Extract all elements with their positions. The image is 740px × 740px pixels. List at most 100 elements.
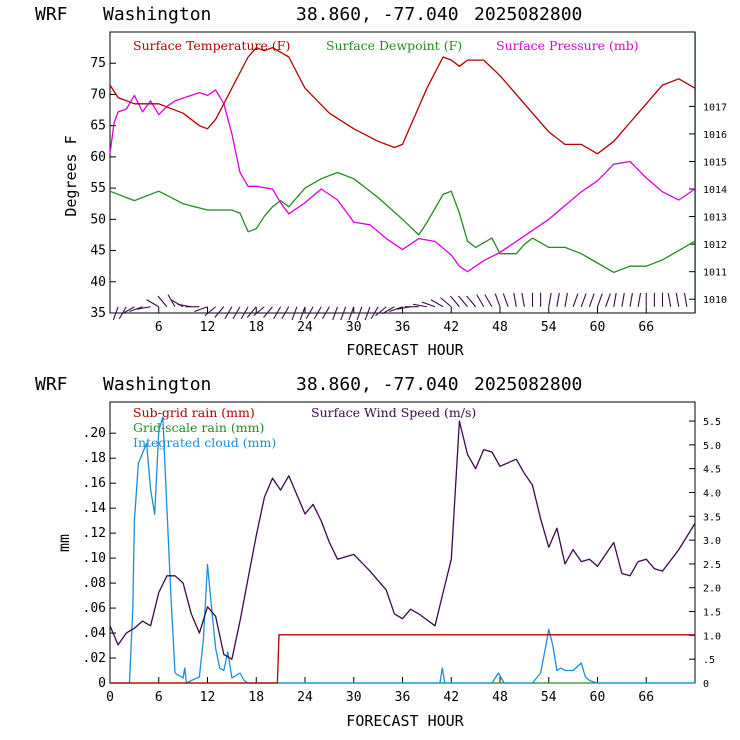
wind-barb [194, 306, 208, 313]
wind-barb [253, 306, 265, 317]
wind-barb [348, 306, 355, 321]
y-tick-label: .20 [83, 426, 106, 441]
subgrid-rain-line [110, 634, 695, 684]
bottom-header-run: 2025082800 [474, 374, 582, 395]
wind-barb [321, 306, 330, 320]
x-tick-label: 6 [155, 690, 163, 705]
y-tick-label: 60 [90, 150, 106, 165]
bottom-x-ticks: 0 6 12 18 24 30 36 42 48 54 60 66 [106, 677, 654, 705]
y-tick-label: .10 [83, 551, 106, 566]
x-tick-label: 66 [638, 690, 654, 705]
y2-tick-label: 1012 [703, 240, 727, 251]
x-tick-label: 42 [443, 320, 459, 335]
bottom-header-location: Washington [103, 374, 211, 395]
x-tick-label: 36 [395, 320, 411, 335]
bottom-header-model: WRF [35, 374, 68, 395]
wind-speed-line [109, 420, 696, 660]
wind-barb [466, 295, 477, 308]
top-y2-ticks: 1010 1011 1012 1013 1014 1015 1016 1017 [689, 102, 727, 306]
wind-barb [129, 306, 143, 313]
wind-barb [484, 294, 493, 308]
y-tick-label: 0 [98, 676, 106, 691]
wind-barb [375, 306, 387, 317]
wind-barb [281, 306, 290, 320]
legend-subgrid-rain: Sub-grid rain (mm) [133, 405, 255, 420]
y2-tick-label: 2.5 [703, 560, 721, 571]
wind-barb [494, 293, 501, 307]
wind-barb [629, 292, 633, 307]
y2-tick-label: 2.0 [703, 584, 721, 595]
y2-tick-label: 5.5 [703, 417, 721, 428]
y-tick-label: 70 [90, 87, 106, 102]
wind-barb [291, 306, 298, 321]
wind-barb [299, 306, 306, 321]
wind-barb [513, 292, 517, 307]
y2-tick-label: 4.5 [703, 465, 721, 476]
wind-barb [232, 306, 241, 320]
y2-tick-label: 1013 [703, 213, 727, 224]
bottom-y-axis-label: mm [55, 534, 73, 552]
y-tick-label: .14 [83, 501, 107, 516]
y-tick-label: .02 [83, 651, 106, 666]
bottom-panel: WRF Washington 38.860, -77.040 202508280… [35, 374, 721, 730]
x-tick-label: 60 [590, 690, 606, 705]
wind-barb [157, 295, 168, 308]
wind-barb [580, 293, 587, 307]
wind-barb [112, 306, 119, 321]
x-tick-label: 24 [297, 690, 313, 705]
y-tick-label: 40 [90, 275, 106, 290]
wind-barb [370, 306, 379, 320]
y-tick-label: 65 [90, 119, 106, 134]
y-tick-label: .04 [83, 626, 107, 641]
wind-barb [596, 293, 603, 307]
wind-barb [588, 293, 595, 307]
wind-barb [263, 306, 273, 318]
legend-wind-speed: Surface Wind Speed (m/s) [311, 405, 476, 420]
dewpoint-line [109, 171, 696, 274]
top-header-location: Washington [103, 4, 211, 25]
top-panel: WRF Washington 38.860, -77.040 202508280… [35, 4, 727, 359]
bottom-header-coords: 38.860, -77.040 [296, 374, 459, 395]
top-y-ticks: 35 40 45 50 55 60 65 70 75 [90, 56, 116, 321]
y-tick-label: .16 [83, 476, 106, 491]
y2-tick-label: 1014 [703, 185, 727, 196]
wind-barb [521, 292, 525, 307]
wind-barb [572, 293, 579, 307]
wind-barb [305, 306, 314, 320]
y2-tick-label: 1015 [703, 157, 727, 168]
x-tick-label: 66 [638, 320, 654, 335]
top-x-ticks: 6 12 18 24 30 36 42 48 54 60 66 [155, 307, 654, 335]
y2-tick-label: 1016 [703, 130, 727, 141]
x-tick-label: 18 [248, 320, 264, 335]
top-header-model: WRF [35, 4, 68, 25]
y2-tick-label: 0 [703, 679, 709, 690]
x-tick-label: 54 [541, 320, 557, 335]
y-tick-label: .12 [83, 526, 106, 541]
y2-tick-label: 5.0 [703, 441, 721, 452]
wind-barb [502, 293, 509, 307]
integrated-cloud-line [110, 416, 695, 684]
y-tick-label: .08 [83, 576, 106, 591]
top-header-run: 2025082800 [474, 4, 582, 25]
x-tick-label: 60 [590, 320, 606, 335]
wind-barb [273, 306, 282, 320]
y2-tick-label: 1011 [703, 268, 727, 279]
wind-barb [667, 292, 672, 307]
top-header-coords: 38.860, -77.040 [296, 4, 459, 25]
wind-barb [240, 306, 249, 320]
wind-barb [118, 306, 127, 320]
x-tick-label: 18 [248, 690, 264, 705]
wind-barb [430, 299, 444, 308]
y2-tick-label: 3.5 [703, 512, 721, 523]
y-tick-label: 55 [90, 181, 106, 196]
wind-barb [224, 306, 233, 320]
wind-barb [340, 306, 347, 321]
wind-barb [449, 295, 460, 308]
bottom-legend: Sub-grid rain (mm) Surface Wind Speed (m… [133, 405, 476, 450]
y2-tick-label: 1.5 [703, 608, 721, 619]
x-tick-label: 12 [200, 320, 216, 335]
y-tick-label: .06 [83, 601, 106, 616]
wind-barb [556, 292, 560, 307]
y2-tick-label: 3.0 [703, 536, 721, 547]
wind-barb [381, 306, 395, 315]
